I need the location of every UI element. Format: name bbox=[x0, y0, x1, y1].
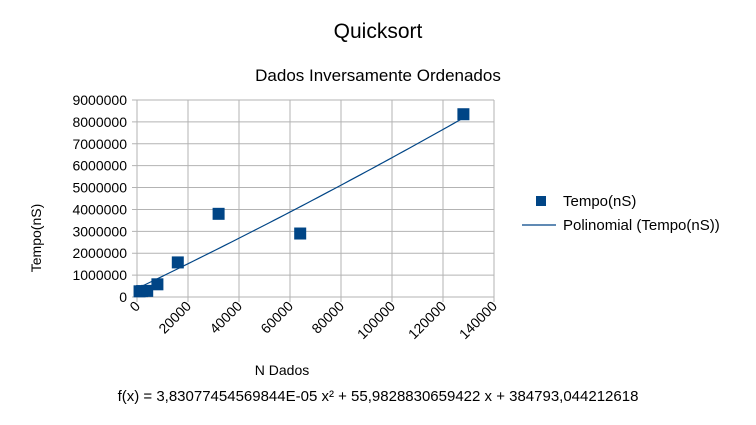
legend-label-series: Tempo(nS) bbox=[563, 193, 636, 210]
x-tick-label: 140000 bbox=[456, 298, 500, 342]
trendline-layer bbox=[139, 117, 464, 288]
x-tick-label: 60000 bbox=[257, 298, 296, 337]
data-point bbox=[151, 278, 164, 291]
y-tick-label: 5000000 bbox=[72, 180, 127, 196]
y-tick-label: 0 bbox=[119, 289, 127, 305]
y-tick-label: 6000000 bbox=[72, 158, 127, 174]
legend-marker-series bbox=[536, 196, 546, 206]
data-point bbox=[212, 207, 225, 220]
y-tick-label: 4000000 bbox=[72, 201, 127, 217]
chart-subtitle: Dados Inversamente Ordenados bbox=[255, 66, 501, 85]
data-point bbox=[457, 108, 470, 121]
y-axis-title: Tempo(nS) bbox=[28, 204, 44, 272]
y-tick-label: 3000000 bbox=[72, 223, 127, 239]
legend-label-trendline: Polinomial (Tempo(nS)) bbox=[563, 217, 720, 234]
y-tick-label: 7000000 bbox=[72, 136, 127, 152]
x-tick-label: 20000 bbox=[155, 298, 194, 337]
x-tick-label: 40000 bbox=[206, 298, 245, 337]
y-tick-label: 1000000 bbox=[72, 267, 127, 283]
data-point bbox=[294, 227, 307, 240]
x-axis-title: N Dados bbox=[255, 362, 309, 378]
data-point bbox=[171, 256, 184, 269]
axes bbox=[136, 100, 494, 298]
trendline bbox=[139, 117, 464, 288]
x-tick-label: 100000 bbox=[354, 298, 398, 342]
y-tick-label: 9000000 bbox=[72, 92, 127, 108]
chart-title: Quicksort bbox=[333, 20, 423, 43]
y-tick-label: 8000000 bbox=[72, 114, 127, 130]
data-point bbox=[141, 284, 154, 297]
gridlines bbox=[132, 99, 495, 302]
legend: Tempo(nS) Polinomial (Tempo(nS)) bbox=[522, 193, 720, 234]
x-tick-label: 120000 bbox=[405, 298, 449, 342]
y-tick-label: 2000000 bbox=[72, 245, 127, 261]
trendline-equation: f(x) = 3,83077454569844E-05 x² + 55,9828… bbox=[117, 388, 639, 405]
x-tick-label: 80000 bbox=[308, 298, 347, 337]
data-points bbox=[133, 108, 470, 298]
x-tick-label: 0 bbox=[126, 298, 143, 315]
